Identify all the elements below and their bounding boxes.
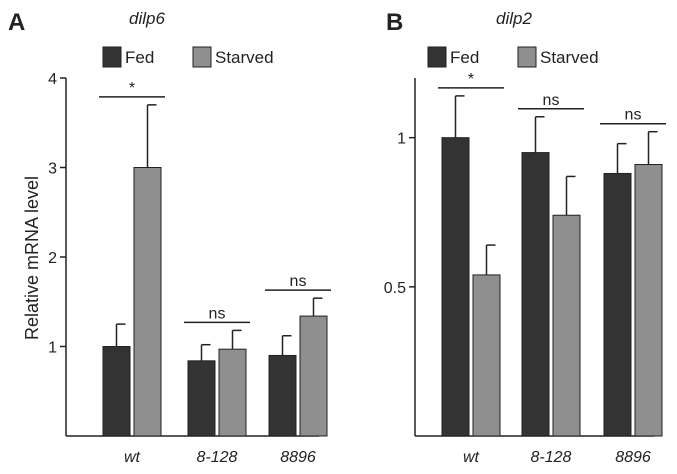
panel-b-bar-2-1 bbox=[634, 164, 663, 437]
panel-b-sig-label-2: ns bbox=[625, 107, 642, 124]
panel-a-bar-2-1 bbox=[299, 315, 328, 437]
panel-a-ytick-label-1: 2 bbox=[48, 250, 57, 267]
panel-b-category-label-2: 8896 bbox=[615, 449, 651, 466]
panel-a-sig-label-0: * bbox=[129, 80, 135, 97]
panel-a-legend-swatch-1 bbox=[192, 46, 212, 68]
panel-b-category-label-1: 8-128 bbox=[531, 449, 572, 466]
panel-b-bar-1-0 bbox=[521, 152, 550, 437]
panel-a-ytick-label-0: 1 bbox=[48, 340, 57, 357]
panel-a-legend-label-1: Starved bbox=[215, 48, 274, 67]
panel-b-sig-label-0: * bbox=[468, 71, 474, 88]
panel-b-category-label-0: wt bbox=[463, 449, 480, 466]
panel-b-bar-1-1 bbox=[552, 214, 581, 437]
panel-a-sig-label-2: ns bbox=[290, 273, 307, 290]
panel-a-sig-label-1: ns bbox=[209, 305, 226, 322]
panel-b-title: dilp2 bbox=[496, 9, 532, 28]
panel-a-bar-1-0 bbox=[187, 360, 216, 437]
panel-a-legend-swatch-0 bbox=[102, 46, 122, 68]
panel-b-bar-0-0 bbox=[441, 137, 470, 437]
panel-a-bar-0-1 bbox=[133, 167, 162, 437]
panel-b-ytick-label-0: 0.5 bbox=[384, 280, 406, 297]
panel-a-category-label-0: wt bbox=[124, 449, 141, 466]
panel-a-ytick-label-2: 3 bbox=[48, 161, 57, 178]
panel-b-ytick-label-1: 1 bbox=[397, 131, 406, 148]
panel-b-legend-swatch-1 bbox=[517, 46, 537, 68]
panel-b-legend-swatch-0 bbox=[427, 46, 447, 68]
panel-b-bar-2-0 bbox=[603, 172, 632, 437]
panel-a-legend-label-0: Fed bbox=[125, 48, 154, 67]
panel-b-legend-label-1: Starved bbox=[540, 48, 599, 67]
panel-a-category-label-2: 8896 bbox=[280, 449, 316, 466]
panel-b-sig-label-1: ns bbox=[543, 92, 560, 109]
panel-b-legend-label-0: Fed bbox=[450, 48, 479, 67]
panel-a-ylabel: Relative mRNA level bbox=[22, 176, 42, 340]
panel-b-bar-0-1 bbox=[472, 274, 501, 437]
panel-a-title: dilp6 bbox=[129, 9, 165, 28]
panel-a-bar-2-0 bbox=[268, 354, 297, 437]
panel-b-letter: B bbox=[386, 9, 403, 36]
panel-a-bar-1-1 bbox=[218, 348, 247, 437]
panel-a-ytick-label-3: 4 bbox=[48, 71, 57, 88]
panel-a-bar-0-0 bbox=[102, 346, 131, 437]
panel-a-letter: A bbox=[8, 9, 25, 36]
panel-a-category-label-1: 8-128 bbox=[197, 449, 238, 466]
